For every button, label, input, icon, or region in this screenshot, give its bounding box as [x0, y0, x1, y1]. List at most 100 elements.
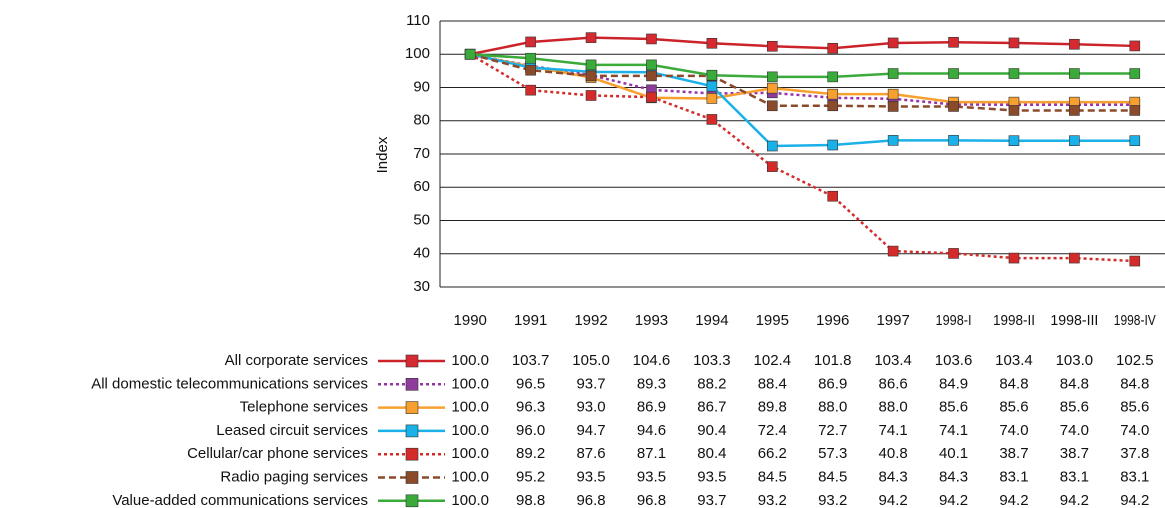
table-value: 38.7 — [1060, 445, 1089, 462]
series-line — [469, 36, 1135, 56]
table-value: 93.2 — [758, 492, 787, 508]
series-marker — [585, 90, 597, 101]
y-tick-label: 90 — [413, 78, 430, 95]
table-value: 85.6 — [939, 399, 968, 416]
table-value: 87.1 — [637, 445, 666, 462]
series-marker — [1129, 40, 1141, 52]
table-value: 96.3 — [516, 399, 545, 416]
table-value: 37.8 — [1120, 445, 1149, 462]
series-marker — [1129, 135, 1141, 146]
series-marker — [887, 88, 899, 100]
table-value: 84.8 — [1120, 375, 1149, 392]
table-value: 88.4 — [758, 375, 787, 392]
series-marker — [887, 68, 899, 79]
legend-label: All domestic telecommunications services — [91, 375, 368, 392]
table-value: 100.0 — [451, 492, 489, 508]
table-value: 74.0 — [1060, 422, 1089, 439]
table-value: 84.3 — [879, 468, 908, 485]
series-marker — [1069, 252, 1080, 264]
series-marker — [948, 68, 959, 79]
series-marker — [948, 36, 959, 48]
series-marker — [646, 70, 657, 82]
series-marker — [1008, 37, 1020, 49]
table-value: 88.0 — [879, 399, 908, 416]
table-value: 84.5 — [758, 468, 787, 485]
table-value: 80.4 — [697, 445, 726, 462]
x-tick-label: 1996 — [816, 312, 849, 329]
y-tick-label: 60 — [413, 178, 430, 195]
series-marker — [766, 161, 778, 172]
legend-label: Leased circuit services — [216, 422, 368, 439]
legend-marker — [405, 377, 419, 391]
series-marker — [827, 190, 839, 202]
table-value: 96.8 — [576, 492, 605, 508]
table-value: 85.6 — [1060, 399, 1089, 416]
table-value: 100.0 — [451, 352, 489, 369]
series-marker — [706, 114, 718, 125]
series-marker — [1129, 105, 1141, 116]
table-value: 101.8 — [814, 352, 852, 369]
table-value: 104.6 — [633, 352, 671, 369]
series-marker — [646, 91, 657, 103]
x-tick-label: 1998-III — [1050, 312, 1098, 329]
table-value: 83.1 — [1120, 468, 1149, 485]
legend-marker — [405, 494, 419, 508]
table-value: 88.0 — [818, 399, 847, 416]
series-marker — [1129, 68, 1141, 79]
table-value: 85.6 — [999, 399, 1028, 416]
legend-marker — [405, 401, 419, 414]
series-marker — [706, 37, 718, 49]
table-value: 103.3 — [693, 352, 731, 369]
series-marker — [887, 37, 899, 49]
legend-marker — [405, 424, 419, 438]
table-value: 96.5 — [516, 375, 545, 392]
legend-label: All corporate services — [225, 352, 368, 369]
series-line — [469, 53, 1135, 107]
legend-label: Radio paging services — [220, 468, 368, 485]
table-value: 84.3 — [939, 468, 968, 485]
table-value: 74.1 — [879, 422, 908, 439]
series-marker — [827, 88, 839, 100]
table-value: 94.2 — [879, 492, 908, 508]
series-marker — [646, 33, 657, 45]
series-marker — [525, 36, 536, 48]
series-marker — [887, 135, 899, 146]
series-marker — [646, 59, 657, 71]
x-tick-label: 1990 — [454, 312, 487, 329]
x-tick-label: 1998-I — [936, 312, 972, 329]
series-line — [469, 53, 1135, 263]
series-marker — [766, 140, 778, 152]
table-value: 100.0 — [451, 445, 489, 462]
table-value: 103.4 — [874, 352, 912, 369]
table-value: 85.6 — [1120, 399, 1149, 416]
table-value: 93.2 — [818, 492, 847, 508]
series-marker — [766, 40, 778, 52]
series-marker — [1008, 68, 1020, 79]
table-value: 93.0 — [576, 399, 605, 416]
table-value: 100.0 — [451, 399, 489, 416]
table-value: 89.2 — [516, 445, 545, 462]
table-value: 100.0 — [451, 422, 489, 439]
table-value: 87.6 — [576, 445, 605, 462]
series-marker — [1129, 255, 1141, 267]
table-value: 100.0 — [451, 468, 489, 485]
table-value: 102.4 — [754, 352, 792, 369]
series-marker — [1069, 135, 1080, 146]
legend-marker — [405, 447, 419, 461]
table-value: 102.5 — [1116, 352, 1154, 369]
series-marker — [464, 48, 476, 60]
series-marker — [585, 70, 597, 82]
x-tick-label: 1994 — [695, 312, 728, 329]
series-marker — [1069, 38, 1080, 50]
series-marker — [827, 139, 839, 151]
table-value: 72.7 — [818, 422, 847, 439]
table-value: 38.7 — [999, 445, 1028, 462]
table-value: 74.0 — [1120, 422, 1149, 439]
table-value: 86.9 — [637, 399, 666, 416]
table-value: 103.7 — [512, 352, 550, 369]
table-value: 93.7 — [576, 375, 605, 392]
table-value: 84.9 — [939, 375, 968, 392]
series-marker — [525, 84, 536, 96]
table-value: 105.0 — [572, 352, 610, 369]
